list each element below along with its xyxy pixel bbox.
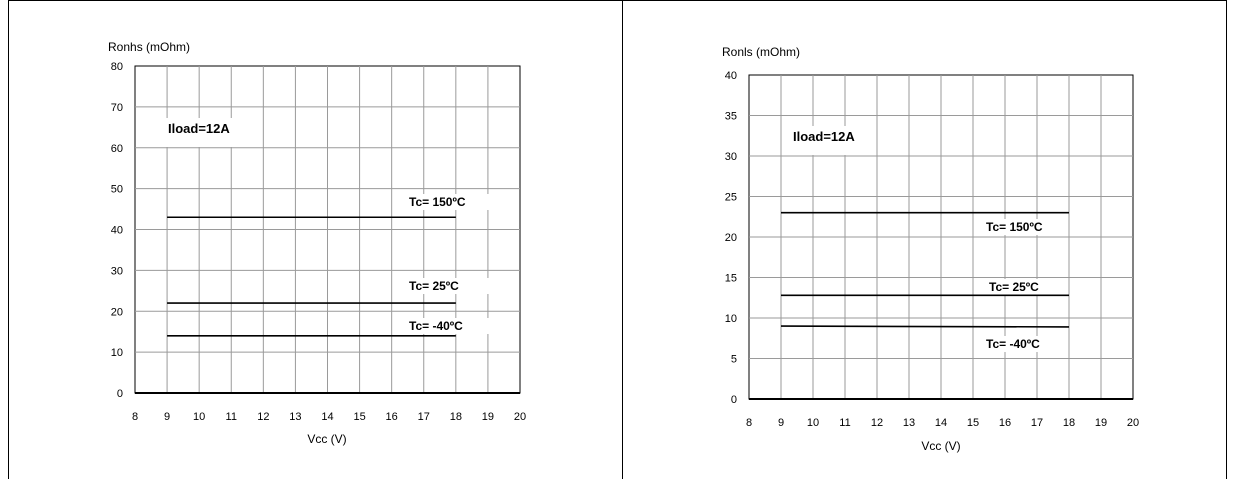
x-tick-label: 12 (257, 411, 269, 423)
y-tick-label: 60 (111, 143, 123, 155)
x-tick-label: 17 (1031, 417, 1043, 429)
series-label-background (407, 318, 489, 334)
x-tick-label: 12 (871, 417, 883, 429)
y-tick-label: 40 (111, 225, 123, 237)
x-tick-label: 10 (807, 417, 819, 429)
x-tick-label: 11 (839, 417, 850, 429)
y-tick-label: 0 (731, 394, 737, 406)
x-tick-label: 10 (193, 411, 205, 423)
panel-divider (622, 0, 623, 479)
y-tick-label: 15 (725, 273, 737, 285)
x-tick-label: 16 (386, 411, 398, 423)
y-tick-label: 80 (111, 61, 123, 73)
y-tick-label: 10 (111, 347, 123, 359)
y-tick-label: 30 (111, 265, 123, 277)
y-tick-label: 35 (725, 111, 737, 123)
x-tick-label: 15 (353, 411, 365, 423)
x-tick-label: 19 (482, 411, 494, 423)
series-label: Tc= 150ºC (986, 220, 1043, 234)
annotation-background (789, 126, 875, 155)
y-tick-label: 5 (731, 354, 737, 366)
x-tick-label: 9 (164, 411, 170, 423)
x-tick-label: 14 (935, 417, 947, 429)
series-line (780, 325, 1070, 328)
series-label-background (407, 278, 489, 294)
figure-frame (8, 0, 1227, 479)
x-tick-label: 20 (1127, 417, 1139, 429)
x-tick-label: 8 (746, 417, 752, 429)
x-tick-label: 11 (226, 411, 237, 423)
y-axis-label: Ronhs (mOhm) (108, 40, 190, 54)
x-tick-label: 13 (903, 417, 915, 429)
x-tick-label: 19 (1095, 417, 1107, 429)
y-tick-label: 50 (111, 184, 123, 196)
series-label-background (987, 279, 1067, 295)
series-label-background (984, 336, 1066, 352)
series-label: Tc= 25ºC (989, 280, 1039, 294)
annotation-label: Iload=12A (793, 129, 855, 144)
x-tick-label: 9 (778, 417, 784, 429)
x-tick-label: 8 (132, 411, 138, 423)
y-tick-label: 30 (725, 151, 737, 163)
y-tick-label: 20 (111, 306, 123, 318)
y-tick-label: 10 (725, 313, 737, 325)
x-tick-label: 14 (321, 411, 333, 423)
x-axis-label: Vcc (V) (307, 432, 346, 446)
x-tick-label: 20 (514, 411, 526, 423)
y-tick-label: 70 (111, 102, 123, 114)
series-label-background (984, 219, 1066, 235)
annotation-label: Iload=12A (168, 121, 230, 136)
x-tick-label: 18 (1063, 417, 1075, 429)
annotation-background (164, 118, 262, 147)
x-tick-label: 13 (289, 411, 301, 423)
x-tick-label: 16 (999, 417, 1011, 429)
series-label: Tc= -40ºC (409, 319, 463, 333)
x-tick-label: 15 (967, 417, 979, 429)
y-tick-label: 0 (117, 388, 123, 400)
x-axis-label: Vcc (V) (921, 439, 960, 453)
series-label: Tc= 150ºC (409, 195, 466, 209)
series-label: Tc= 25ºC (409, 279, 459, 293)
x-tick-label: 17 (418, 411, 430, 423)
series-label: Tc= -40ºC (986, 337, 1040, 351)
y-tick-label: 20 (725, 232, 737, 244)
y-tick-label: 40 (725, 70, 737, 82)
series-label-background (407, 194, 489, 210)
y-axis-label: Ronls (mOhm) (722, 45, 800, 59)
y-tick-label: 25 (725, 192, 737, 204)
x-tick-label: 18 (450, 411, 462, 423)
